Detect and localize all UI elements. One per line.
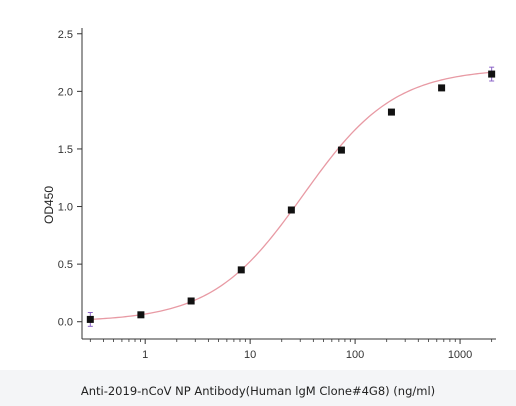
data-point bbox=[337, 146, 345, 154]
data-point bbox=[387, 108, 395, 116]
x-tick-label: 1 bbox=[142, 349, 148, 361]
chart-axes: 0.0 0.5 1.0 1.5 2.0 2.5 1 10 100 1000 bbox=[58, 28, 496, 361]
x-tick-label: 100 bbox=[346, 349, 364, 361]
y-tick-label: 2.0 bbox=[58, 86, 73, 98]
chart-plot: 0.0 0.5 1.0 1.5 2.0 2.5 1 10 100 1000 OD450 bbox=[42, 28, 496, 361]
y-axis-title: OD450 bbox=[42, 186, 56, 224]
data-point bbox=[137, 311, 145, 319]
data-point bbox=[287, 206, 295, 214]
y-tick-label: 1.0 bbox=[58, 202, 73, 214]
data-point bbox=[187, 297, 195, 305]
data-point bbox=[86, 315, 94, 323]
y-tick-label: 0.5 bbox=[58, 259, 73, 271]
caption-band bbox=[0, 370, 516, 406]
fit-curve-layer bbox=[90, 71, 492, 321]
x-axis-title: Anti-2019-nCoV NP Antibody(Human lgM Clo… bbox=[80, 384, 436, 398]
data-point bbox=[488, 70, 496, 78]
error-bar-layer bbox=[87, 66, 495, 327]
data-point-layer bbox=[86, 70, 496, 323]
x-tick-label: 10 bbox=[244, 349, 256, 361]
data-point bbox=[237, 266, 245, 274]
y-tick-label: 0.0 bbox=[58, 317, 73, 329]
data-point bbox=[438, 84, 446, 92]
y-tick-label: 2.5 bbox=[58, 29, 73, 41]
y-tick-label: 1.5 bbox=[58, 144, 73, 156]
fit-curve bbox=[90, 71, 492, 321]
x-tick-label: 1000 bbox=[448, 349, 472, 361]
